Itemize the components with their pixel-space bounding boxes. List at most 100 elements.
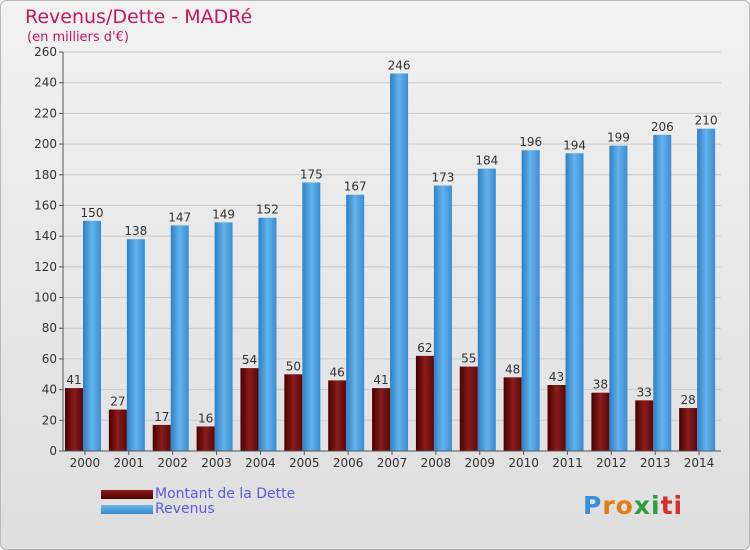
legend-swatch-revenus [101, 505, 153, 514]
y-tick-label: 220 [34, 106, 57, 120]
x-tick-label: 2001 [114, 456, 145, 470]
data-label: 147 [168, 210, 191, 224]
data-label: 38 [593, 378, 608, 392]
bar-revenus [477, 168, 496, 451]
bar-revenus [126, 239, 145, 451]
y-tick-label: 0 [49, 444, 57, 458]
bar-revenus [565, 153, 584, 452]
bars [65, 73, 716, 452]
bar-revenus [521, 150, 540, 451]
data-label: 175 [300, 167, 323, 181]
bar-dette [415, 355, 434, 451]
bar-revenus [697, 128, 716, 451]
logo-letter: P [583, 491, 603, 520]
bar-dette [591, 392, 610, 451]
x-tick-label: 2013 [640, 456, 671, 470]
bar-revenus [346, 194, 365, 451]
x-tick-label: 2010 [508, 456, 539, 470]
data-label: 41 [373, 373, 388, 387]
data-label: 206 [651, 120, 674, 134]
bar-revenus [214, 222, 233, 451]
y-tick-label: 260 [34, 45, 57, 59]
y-axis: 0 20 40 60 80 100 120 140 160 180 200 220 240 260 [34, 45, 64, 458]
bar-dette [284, 374, 303, 451]
data-label: 194 [563, 138, 586, 152]
data-label: 173 [431, 171, 454, 185]
legend: Montant de la Dette Revenus [101, 487, 295, 517]
bar-revenus [609, 145, 628, 451]
x-tick-label: 2008 [421, 456, 452, 470]
chart-title: Revenus/Dette - MADRé [25, 6, 252, 28]
data-label: 149 [212, 207, 235, 221]
legend-label-revenus: Revenus [155, 501, 215, 517]
y-tick-label: 80 [42, 321, 57, 335]
bar-revenus [83, 220, 101, 451]
bar-dette [196, 426, 215, 451]
logo-letter: o [615, 491, 634, 520]
data-label: 55 [461, 352, 476, 366]
logo-letter: i [673, 491, 684, 520]
y-tick-label: 140 [34, 229, 57, 243]
data-label: 46 [330, 365, 345, 379]
data-label: 50 [286, 359, 301, 373]
logo-letter: i [651, 491, 661, 520]
x-tick-label: 2014 [684, 456, 715, 470]
data-label: 138 [124, 224, 147, 238]
data-label: 210 [695, 114, 718, 128]
data-label: 43 [549, 370, 564, 384]
bar-dette [152, 424, 171, 451]
y-tick-label: 180 [34, 168, 57, 182]
logo-letter: x [633, 491, 651, 520]
bar-revenus [390, 73, 409, 451]
data-label: 196 [519, 135, 542, 149]
bar-dette [372, 388, 391, 451]
x-axis: 2000 2001 2002 2003 2004 2005 2006 2007 2008 2009… [63, 450, 721, 470]
bar-revenus [653, 134, 672, 451]
x-tick-label: 2011 [552, 456, 583, 470]
logo-letter: t [660, 491, 674, 520]
data-label: 152 [256, 203, 279, 217]
data-label: 28 [680, 393, 695, 407]
legend-swatch-dette [101, 490, 153, 499]
data-label: 150 [81, 206, 104, 220]
chart-subtitle: (en milliers d'€) [27, 30, 129, 45]
x-tick-label: 2002 [157, 456, 188, 470]
data-label: 48 [505, 362, 520, 376]
y-tick-label: 120 [34, 260, 57, 274]
y-tick-label: 240 [34, 76, 57, 90]
x-tick-label: 2003 [201, 456, 232, 470]
bar-dette [240, 368, 259, 451]
y-tick-label: 40 [42, 383, 57, 397]
data-label: 184 [475, 154, 498, 168]
y-tick-label: 100 [34, 291, 57, 305]
x-tick-label: 2004 [245, 456, 276, 470]
data-label: 41 [66, 373, 81, 387]
y-tick-label: 20 [42, 413, 57, 427]
bar-dette [679, 408, 698, 451]
bar-dette [503, 377, 522, 451]
data-label: 17 [154, 410, 169, 424]
data-label: 27 [110, 395, 125, 409]
data-label: 16 [198, 411, 213, 425]
data-labels: 41 150 27 138 17 147 16 149 54 152 50 175 46 167 41 246… [66, 58, 717, 425]
bar-dette [635, 400, 654, 451]
bar-dette [459, 366, 478, 451]
x-tick-label: 2006 [333, 456, 364, 470]
bar-revenus [433, 185, 452, 451]
data-label: 54 [242, 353, 257, 367]
bar-revenus [170, 225, 189, 451]
y-tick-label: 200 [34, 137, 57, 151]
data-label: 62 [417, 341, 432, 355]
logo-letter: r [602, 491, 616, 520]
bar-revenus [258, 217, 277, 451]
x-tick-label: 2009 [464, 456, 495, 470]
x-tick-label: 2005 [289, 456, 320, 470]
legend-item-revenus: Revenus [101, 502, 295, 517]
data-label: 167 [344, 180, 367, 194]
y-tick-label: 160 [34, 198, 57, 212]
data-label: 199 [607, 131, 630, 145]
data-label: 246 [388, 58, 411, 72]
x-tick-label: 2000 [70, 456, 101, 470]
